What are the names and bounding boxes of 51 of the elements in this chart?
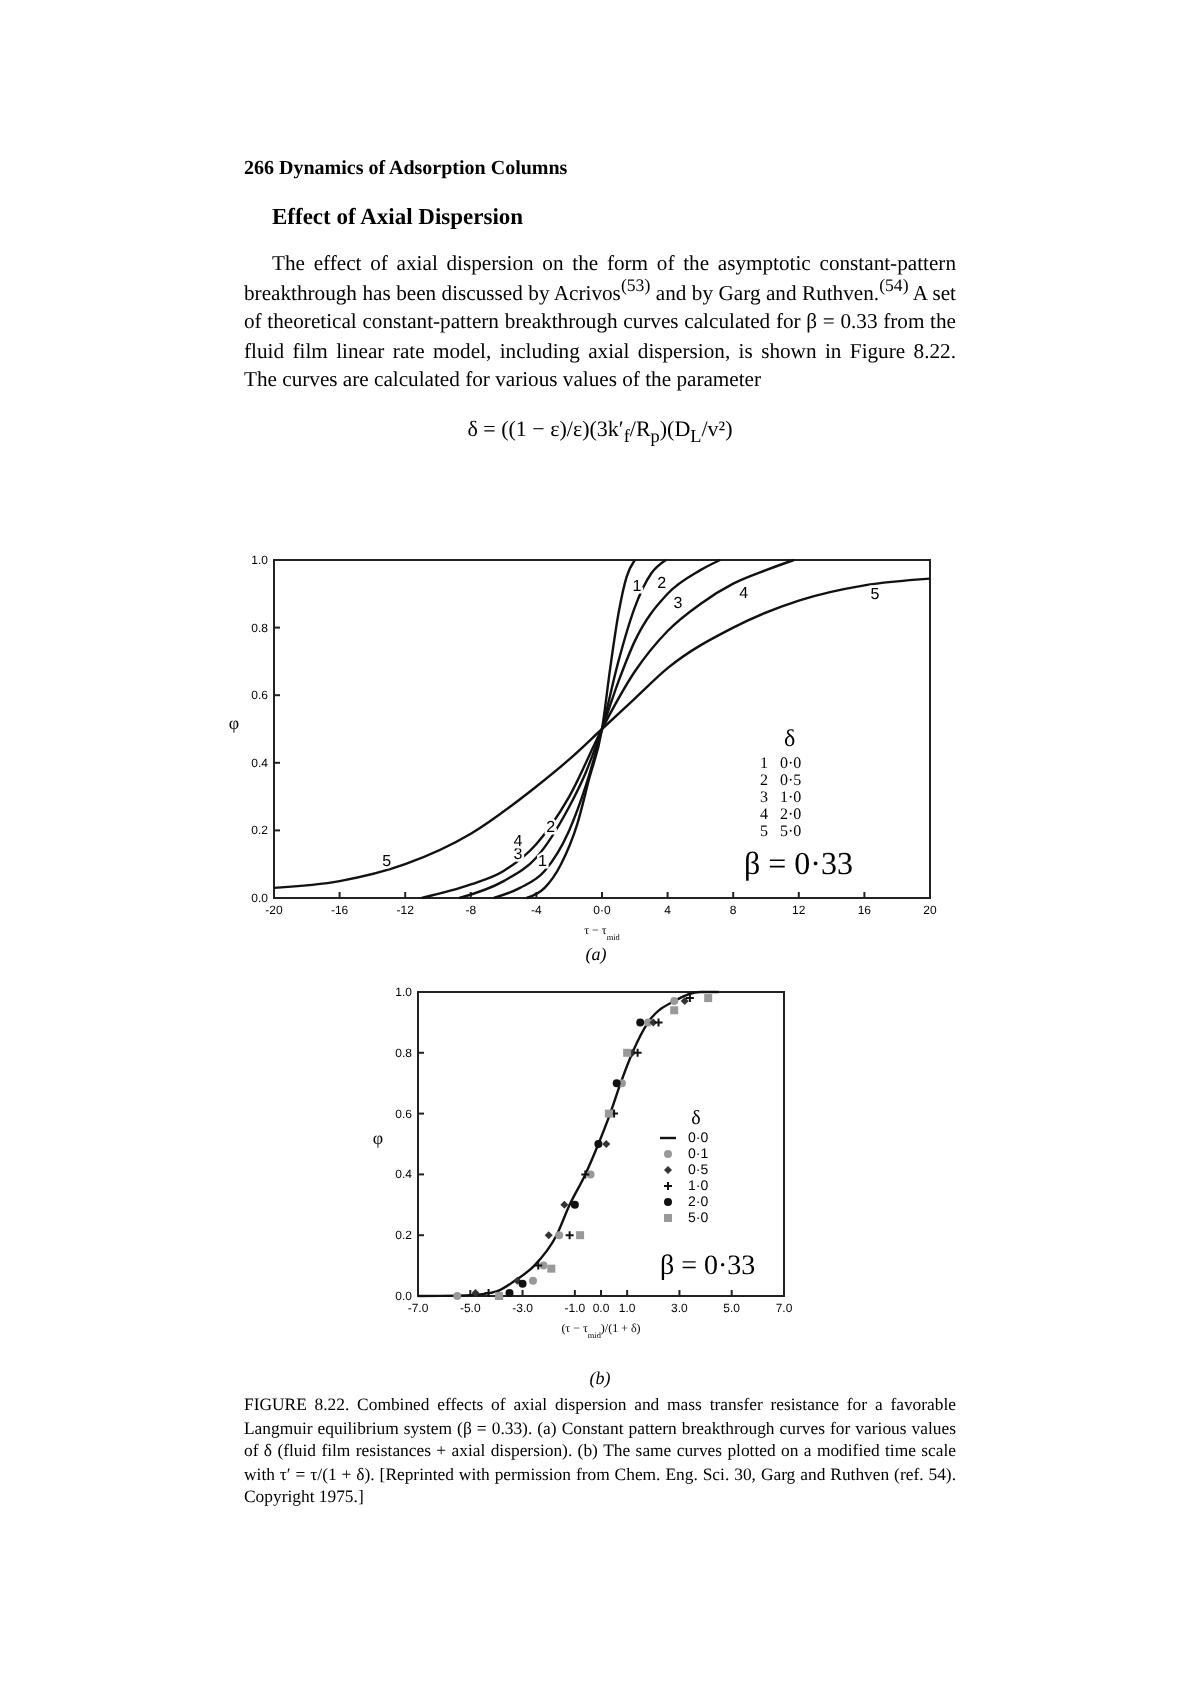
series-label: 1: [632, 576, 643, 595]
annotation: 3 1·0: [760, 788, 802, 806]
series-label: 4: [739, 583, 750, 602]
point: [612, 1079, 621, 1088]
text: The effect of axial dispersion on the form of the asymptotic constant-pattern breakthrough has been discussed by Acrivos$^{(53)}$ and by Garg and Ruthven.$^{(54)}$ A set of theoretical constant-pattern breakthrough curves calculated for β = 0.33 from the fluid film linear rate model, including axial dispersion, is shown in Figure 8.22. The curves are calculated for various values of the parameter: [244, 254, 957, 393]
series-label: 5: [870, 585, 881, 604]
text: (b): [589, 1368, 611, 1388]
point: [670, 997, 679, 1006]
legend-title: δ: [691, 1108, 702, 1130]
y-axis-title: φ: [372, 1128, 384, 1148]
annotation: β = 0·33: [660, 1252, 756, 1282]
point: [586, 1170, 595, 1179]
point: [529, 1276, 538, 1285]
text: Effect of Axial Dispersion: [272, 204, 526, 234]
text: 266 Dynamics of Adsorption Columns: [244, 156, 570, 182]
point: [680, 997, 689, 1006]
point: [670, 1006, 679, 1015]
point: [602, 1140, 611, 1148]
text: 4: [513, 831, 523, 850]
point: [594, 1140, 603, 1148]
text: (a): [585, 944, 607, 964]
text: δ = ((1 − ε)/ε)(3k′$_{f}$/R$_{p}$)(D$_{L}$/v²): [465, 416, 735, 447]
annotation: 5 5·0: [760, 822, 802, 840]
point: [704, 994, 713, 1003]
point: [495, 1292, 504, 1300]
point: [518, 1279, 527, 1288]
point: [604, 1109, 613, 1118]
point: [555, 1231, 564, 1240]
point: [623, 1048, 632, 1057]
point: [636, 1018, 645, 1027]
point: [544, 1231, 553, 1240]
text: 1: [538, 852, 547, 871]
point: [547, 1264, 556, 1273]
series-label: 3: [673, 593, 684, 612]
point: [505, 1288, 514, 1297]
point: [471, 1288, 480, 1297]
text: 5: [382, 852, 392, 871]
annotation: 1 0·0: [760, 754, 802, 772]
annotation: δ: [784, 724, 796, 752]
point: [560, 1200, 569, 1209]
annotation: 4 2·0: [760, 805, 802, 823]
series-label: 2: [657, 573, 668, 592]
y-axis-title: φ: [228, 713, 240, 733]
text: 3: [513, 845, 523, 864]
caption: FIGURE 8.22. Combined effects of axial dispersion and mass transfer resistance for a favorable Langmuir equilibrium system (β = 0.33). (a) Constant pattern breakthrough curves for various values of δ (fluid film resistances + axial dispersion). (b) The same curves plotted on a modified time scale with τ′ = τ/(1 + δ). [Reprinted with permission from Chem. Eng. Sci. 30, Garg and Ruthven (ref. 54). Copyright 1975.]: [244, 1394, 956, 1509]
annotation: 2 0·5: [760, 771, 802, 789]
point: [649, 1018, 658, 1027]
point: [576, 1231, 585, 1240]
point: [453, 1292, 462, 1300]
point: [570, 1200, 579, 1209]
annotation: β = 0·33: [744, 848, 853, 882]
